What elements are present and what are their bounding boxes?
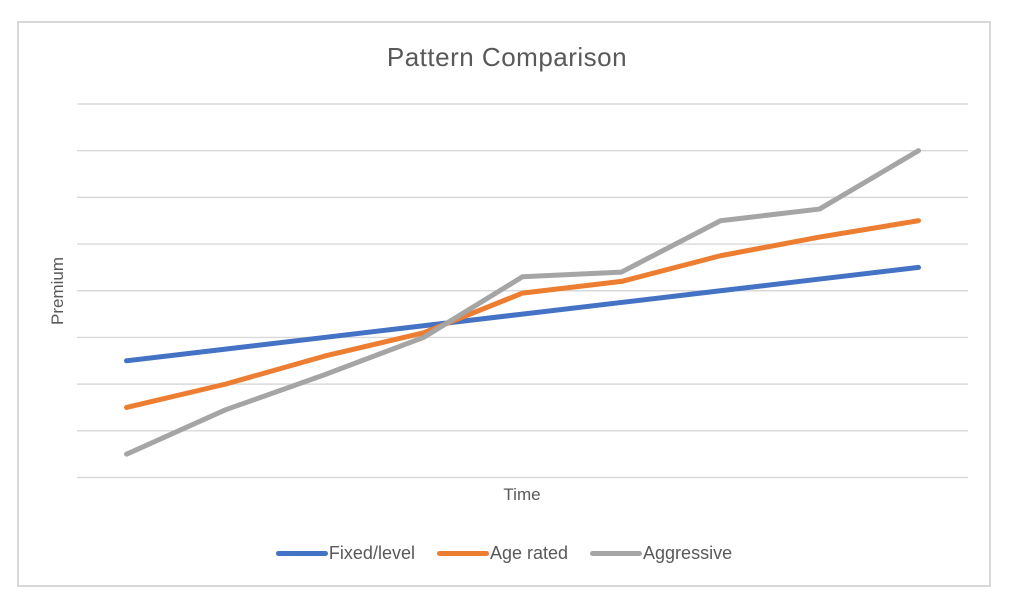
- chart-frame: [17, 21, 991, 587]
- legend-item-aggressive: Aggressive: [590, 543, 732, 564]
- x-axis-title: Time: [503, 485, 541, 504]
- legend-label: Fixed/level: [328, 543, 415, 563]
- legend-item-age-rated: Age rated: [436, 543, 569, 564]
- y-axis-title: Premium: [48, 256, 67, 326]
- legend-swatch: [275, 551, 328, 556]
- legend: Fixed/level Age rated Aggressive: [17, 543, 991, 564]
- legend-item-fixed-level: Fixed/level: [275, 543, 415, 564]
- legend-swatch: [590, 551, 643, 556]
- legend-label: Age rated: [489, 543, 569, 563]
- chart-title: Pattern Comparison: [386, 42, 628, 72]
- legend-swatch: [436, 551, 489, 556]
- legend-label: Aggressive: [643, 543, 733, 563]
